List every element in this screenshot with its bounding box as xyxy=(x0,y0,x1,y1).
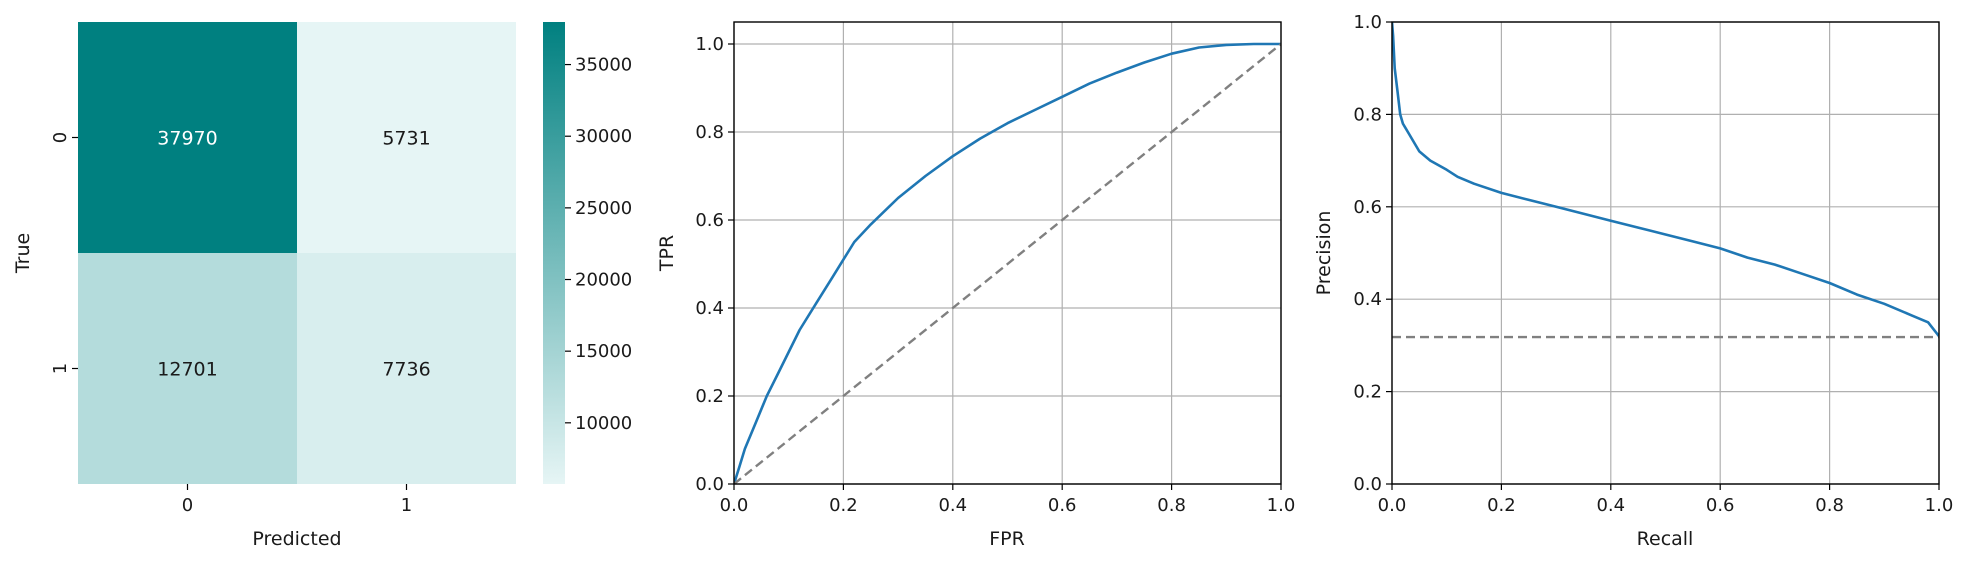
heatmap-cell xyxy=(297,22,516,253)
pr-grid xyxy=(1391,21,1940,485)
y-tick-label: 0 xyxy=(50,132,71,143)
y-tick-label: 1.0 xyxy=(695,34,724,55)
roc-curve-panel: 0.0 0.2 0.4 0.6 0.8 1.0 0.0 0.2 0.4 0.6 0.8 1.0 FP… xyxy=(656,21,1296,550)
y-tick-label: 0.6 xyxy=(695,210,724,231)
roc-y-label: TPR xyxy=(656,235,678,272)
x-tick-label: 0.8 xyxy=(1815,495,1844,516)
heatmap-y-ticks: 01 xyxy=(50,132,78,374)
pr-x-ticks: 0.0 0.2 0.4 0.6 0.8 1.0 xyxy=(1378,484,1954,516)
pr-x-label: Recall xyxy=(1637,528,1694,550)
roc-x-ticks: 0.0 0.2 0.4 0.6 0.8 1.0 xyxy=(720,484,1296,516)
pr-curve-panel: 0.0 0.2 0.4 0.6 0.8 1.0 0.0 0.2 0.4 0.6 0.8 1.0 Re… xyxy=(1313,12,1953,550)
colorbar-tick-label: 20000 xyxy=(575,270,632,291)
heatmap-cell-label: 12701 xyxy=(157,359,217,381)
roc-x-label: FPR xyxy=(989,528,1025,550)
x-tick-label: 0.0 xyxy=(720,495,749,516)
heatmap-x-label: Predicted xyxy=(252,528,341,550)
y-tick-label: 0.2 xyxy=(695,386,724,407)
y-tick-label: 0.4 xyxy=(695,298,724,319)
heatmap-y-label: True xyxy=(12,233,34,274)
x-tick-label: 0.2 xyxy=(829,495,858,516)
colorbar-tick-label: 30000 xyxy=(575,126,632,147)
heatmap-cell-label: 5731 xyxy=(382,128,430,150)
heatmap-cell xyxy=(297,253,516,484)
y-tick-label: 0.2 xyxy=(1353,382,1382,403)
heatmap-cell xyxy=(78,253,297,484)
heatmap-cells: 37970 5731 12701 7736 xyxy=(78,22,516,484)
colorbar-ticks: 10000 15000 20000 25000 30000 35000 xyxy=(565,55,632,434)
pr-y-ticks: 0.0 0.2 0.4 0.6 0.8 1.0 xyxy=(1353,12,1392,495)
x-tick-label: 1.0 xyxy=(1925,495,1954,516)
pr-series xyxy=(1392,22,1939,339)
baseline-line xyxy=(734,43,1281,484)
heatmap-cell xyxy=(78,22,297,253)
x-tick-label: 1.0 xyxy=(1267,495,1296,516)
heatmap-cell-label: 7736 xyxy=(382,359,430,381)
colorbar xyxy=(543,22,565,484)
y-tick-label: 0.4 xyxy=(1353,289,1382,310)
x-tick-label: 0.6 xyxy=(1048,495,1077,516)
x-tick-label: 1 xyxy=(401,495,412,516)
roc-y-ticks: 0.0 0.2 0.4 0.6 0.8 1.0 xyxy=(695,34,734,495)
colorbar-tick-label: 10000 xyxy=(575,413,632,434)
y-tick-label: 0.8 xyxy=(1353,104,1382,125)
x-tick-label: 0.4 xyxy=(938,495,967,516)
colorbar-tick-label: 15000 xyxy=(575,341,632,362)
curve-line xyxy=(734,42,1281,484)
x-tick-label: 0.4 xyxy=(1596,495,1625,516)
roc-series xyxy=(734,42,1281,484)
y-tick-label: 0.0 xyxy=(1353,474,1382,495)
colorbar-tick-label: 25000 xyxy=(575,198,632,219)
x-tick-label: 0.2 xyxy=(1487,495,1516,516)
y-tick-label: 0.6 xyxy=(1353,197,1382,218)
colorbar-tick-label: 35000 xyxy=(575,55,632,76)
x-tick-label: 0.0 xyxy=(1378,495,1407,516)
y-tick-label: 0.0 xyxy=(695,474,724,495)
curve-line xyxy=(1392,22,1939,338)
roc-axes-frame xyxy=(733,21,1282,485)
y-tick-label: 1.0 xyxy=(1353,12,1382,33)
heatmap-cell-label: 37970 xyxy=(157,128,217,150)
pr-axes-frame xyxy=(1391,21,1940,485)
x-tick-label: 0.8 xyxy=(1157,495,1186,516)
y-tick-label: 1 xyxy=(50,363,71,374)
pr-y-label: Precision xyxy=(1313,211,1335,296)
x-tick-label: 0 xyxy=(182,495,193,516)
y-tick-label: 0.8 xyxy=(695,122,724,143)
x-tick-label: 0.6 xyxy=(1706,495,1735,516)
roc-grid xyxy=(733,22,1282,485)
